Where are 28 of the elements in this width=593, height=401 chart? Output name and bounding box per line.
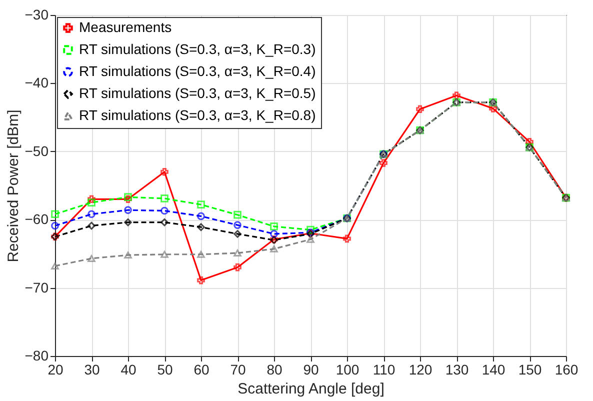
- x-tick-label: 60: [194, 362, 210, 378]
- x-tick-label: 140: [482, 362, 506, 378]
- y-tick-label: −40: [24, 74, 49, 91]
- legend-label: RT simulations (S=0.3, α=3, K_R=0.4): [79, 63, 316, 79]
- x-tick-label: 70: [230, 362, 246, 378]
- x-tick-label: 110: [372, 362, 396, 378]
- x-tick-label: 130: [445, 362, 469, 378]
- legend-label: RT simulations (S=0.3, α=3, K_R=0.3): [79, 41, 316, 57]
- legend-label: RT simulations (S=0.3, α=3, K_R=0.5): [79, 85, 316, 101]
- x-tick-label: 150: [518, 362, 542, 378]
- x-tick-label: 100: [336, 362, 360, 378]
- y-tick-label: −60: [24, 211, 49, 228]
- x-tick-label: 30: [84, 362, 100, 378]
- x-tick-label: 90: [303, 362, 319, 378]
- y-tick-label: −50: [24, 142, 49, 159]
- legend-label: Measurements: [79, 19, 172, 35]
- x-tick-label: 20: [48, 362, 64, 378]
- x-tick-label: 160: [554, 362, 578, 378]
- x-tick-label: 40: [120, 362, 136, 378]
- x-tick-label: 120: [408, 362, 432, 378]
- y-tick-label: −70: [24, 279, 49, 296]
- x-tick-label: 80: [266, 362, 282, 378]
- x-tick-label: 50: [157, 362, 173, 378]
- legend-label: RT simulations (S=0.3, α=3, K_R=0.8): [79, 107, 316, 123]
- y-axis-title: Received Power [dBm]: [4, 110, 22, 262]
- x-axis-title: Scattering Angle [deg]: [238, 380, 384, 398]
- y-tick-label: −80: [24, 348, 49, 364]
- y-tick-label: −30: [24, 6, 49, 22]
